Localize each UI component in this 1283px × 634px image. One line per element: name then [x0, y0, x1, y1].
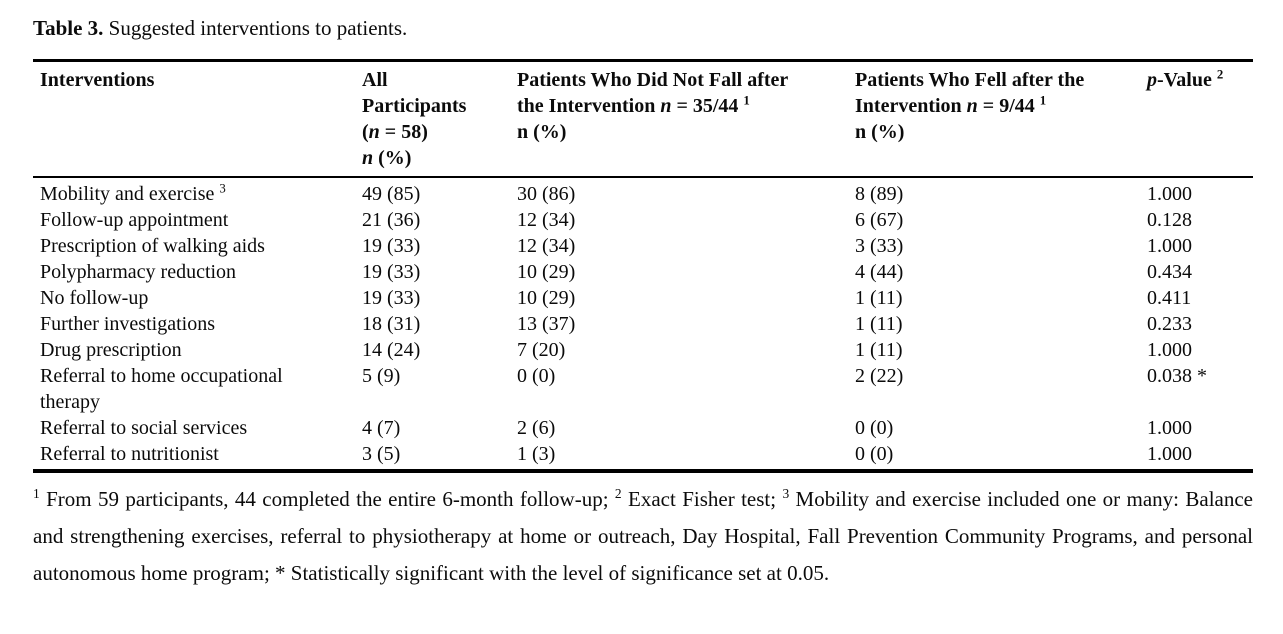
intervention-cell: Follow-up appointment [40, 209, 229, 231]
p-value-cell: 0.411 [1147, 287, 1192, 309]
did-not-fall-cell: 10 (29) [517, 287, 576, 309]
all-participants-cell: 14 (24) [362, 339, 421, 361]
intervention-cell: Referral to home occupational therapy [40, 365, 283, 413]
fell-cell: 1 (11) [855, 287, 903, 309]
table-row: Referral to home occupational therapy 5 (9… [33, 363, 1253, 415]
fell-cell: 1 (11) [855, 313, 903, 335]
intervention-cell: Prescription of walking aids [40, 235, 265, 257]
interventions-table: Interventions All Participants (n = 58) n (%… [33, 59, 1253, 473]
all-participants-cell: 18 (31) [362, 313, 421, 335]
fell-cell: 0 (0) [855, 417, 894, 439]
table-footnotes: 1 From 59 participants, 44 completed the… [33, 486, 1253, 585]
table-row: Polypharmacy reduction 19 (33) 10 (29) 4 (4… [33, 259, 1253, 285]
did-not-fall-cell: 1 (3) [517, 443, 556, 465]
table-body: Mobility and exercise 3 49 (85) 30 (86) 8 (… [33, 177, 1253, 471]
column-header-did-not-fall: Patients Who Did Not Fall after the Inter… [510, 60, 848, 178]
did-not-fall-cell: 13 (37) [517, 313, 576, 335]
did-not-fall-cell: 10 (29) [517, 261, 576, 283]
table-header: Interventions All Participants (n = 58) n (%… [33, 60, 1253, 178]
fell-cell: 3 (33) [855, 235, 904, 257]
intervention-cell: Referral to nutritionist [40, 443, 219, 465]
fell-cell: 1 (11) [855, 339, 903, 361]
all-participants-cell: 19 (33) [362, 261, 421, 283]
table-row: Further investigations 18 (31) 13 (37) 1 (1… [33, 311, 1253, 337]
p-value-cell: 1.000 [1147, 235, 1192, 257]
table-row: Prescription of walking aids 19 (33) 12 (3… [33, 233, 1253, 259]
table-row: Drug prescription 14 (24) 7 (20) 1 (11) 1.00… [33, 337, 1253, 363]
p-value-cell: 0.128 [1147, 209, 1192, 231]
all-participants-cell: 19 (33) [362, 287, 421, 309]
table-row: No follow-up 19 (33) 10 (29) 1 (11) 0.411 [33, 285, 1253, 311]
column-header-intervention: Interventions [33, 60, 355, 178]
intervention-cell: Referral to social services [40, 417, 248, 439]
fell-cell: 8 (89) [855, 183, 904, 205]
fell-cell: 4 (44) [855, 261, 904, 283]
all-participants-cell: 3 (5) [362, 443, 401, 465]
did-not-fall-cell: 12 (34) [517, 235, 576, 257]
all-participants-cell: 5 (9) [362, 365, 401, 387]
table-row: Mobility and exercise 3 49 (85) 30 (86) 8 (… [33, 177, 1253, 207]
intervention-cell: Mobility and exercise 3 [40, 181, 226, 205]
all-participants-cell: 49 (85) [362, 183, 421, 205]
all-participants-cell: 21 (36) [362, 209, 421, 231]
table-row: Referral to social services 4 (7) 2 (6) 0 (… [33, 415, 1253, 441]
did-not-fall-cell: 7 (20) [517, 339, 566, 361]
did-not-fall-cell: 12 (34) [517, 209, 576, 231]
document-page: Table 3. Suggested interventions to pati… [33, 14, 1253, 585]
p-value-cell: 1.000 [1147, 443, 1192, 465]
p-value-cell: 1.000 [1147, 183, 1192, 205]
table-row: Referral to nutritionist 3 (5) 1 (3) 0 (0) 1… [33, 441, 1253, 471]
all-participants-cell: 19 (33) [362, 235, 421, 257]
intervention-cell: Polypharmacy reduction [40, 261, 237, 283]
p-value-cell: 1.000 [1147, 417, 1192, 439]
p-value-cell: 1.000 [1147, 339, 1192, 361]
fell-cell: 6 (67) [855, 209, 904, 231]
fell-cell: 2 (22) [855, 365, 904, 387]
column-header-p-value: p-Value 2 [1140, 60, 1253, 178]
intervention-cell: Further investigations [40, 313, 215, 335]
p-value-cell: 0.434 [1147, 261, 1192, 283]
table-header-row: Interventions All Participants (n = 58) n (%… [33, 60, 1253, 178]
did-not-fall-cell: 30 (86) [517, 183, 576, 205]
did-not-fall-cell: 2 (6) [517, 417, 556, 439]
p-value-cell: 0.233 [1147, 313, 1192, 335]
intervention-cell: Drug prescription [40, 339, 182, 361]
table-caption: Table 3. Suggested interventions to pati… [33, 14, 1253, 42]
intervention-cell: No follow-up [40, 287, 149, 309]
column-header-all-participants: All Participants (n = 58) n (%) [355, 60, 510, 178]
table-row: Follow-up appointment 21 (36) 12 (34) 6 (67… [33, 207, 1253, 233]
table-caption-text: Suggested interventions to patients. [103, 16, 408, 40]
fell-cell: 0 (0) [855, 443, 894, 465]
column-header-fell: Patients Who Fell after the Intervention … [848, 60, 1140, 178]
p-value-cell: 0.038 * [1147, 365, 1207, 387]
all-participants-cell: 4 (7) [362, 417, 401, 439]
did-not-fall-cell: 0 (0) [517, 365, 556, 387]
table-caption-label: Table 3. [33, 16, 104, 40]
